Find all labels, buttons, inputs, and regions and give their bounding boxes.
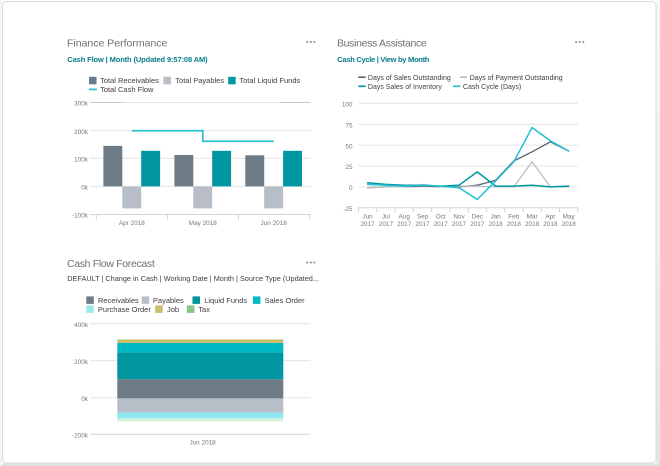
svg-text:Total Receivables: Total Receivables <box>100 76 159 85</box>
svg-text:Jul: Jul <box>382 214 390 221</box>
svg-text:100: 100 <box>342 102 353 109</box>
svg-text:Cash Flow Forecast: Cash Flow Forecast <box>67 258 155 270</box>
svg-text:Sales Order: Sales Order <box>265 296 306 305</box>
svg-text:Business Assistance: Business Assistance <box>337 38 427 50</box>
svg-text:400k: 400k <box>74 322 89 329</box>
svg-text:Oct: Oct <box>436 214 446 221</box>
svg-text:0: 0 <box>349 185 353 192</box>
svg-text:2017: 2017 <box>470 221 485 228</box>
svg-text:Receivables: Receivables <box>98 296 139 305</box>
svg-text:25: 25 <box>345 164 353 171</box>
svg-text:Days of Payment Outstanding: Days of Payment Outstanding <box>470 75 563 82</box>
svg-text:2017: 2017 <box>415 221 430 228</box>
svg-text:2018: 2018 <box>562 221 577 228</box>
svg-text:200k: 200k <box>74 359 89 366</box>
svg-text:-25: -25 <box>343 206 353 213</box>
svg-text:Total Liquid Funds: Total Liquid Funds <box>239 76 300 85</box>
svg-text:Payables: Payables <box>153 296 184 305</box>
svg-text:Tax: Tax <box>198 305 210 314</box>
svg-text:Jan: Jan <box>490 214 501 221</box>
svg-text:Jun 2018: Jun 2018 <box>189 440 216 447</box>
svg-text:Job: Job <box>167 305 179 314</box>
svg-text:Cash Cycle (Days): Cash Cycle (Days) <box>463 84 521 91</box>
svg-text:Days Sales of Inventory: Days Sales of Inventory <box>368 84 442 91</box>
svg-text:2018: 2018 <box>507 221 522 228</box>
svg-text:Finance Performance: Finance Performance <box>67 38 168 50</box>
svg-text:200k: 200k <box>74 129 89 136</box>
svg-text:Mar: Mar <box>527 214 539 221</box>
svg-text:100k: 100k <box>74 157 89 164</box>
svg-text:Feb: Feb <box>508 214 519 221</box>
svg-text:Total Payables: Total Payables <box>175 76 224 85</box>
svg-text:2017: 2017 <box>360 221 375 228</box>
svg-text:Nov: Nov <box>453 214 465 221</box>
svg-text:May: May <box>563 214 576 221</box>
svg-text:Dec: Dec <box>472 214 484 221</box>
svg-text:2017: 2017 <box>452 221 467 228</box>
svg-text:2018: 2018 <box>543 221 558 228</box>
svg-text:Cash Flow | Month (Updated 9:5: Cash Flow | Month (Updated 9:57:08 AM) <box>67 55 208 64</box>
svg-text:Aug: Aug <box>399 214 411 221</box>
svg-text:0k: 0k <box>81 396 89 403</box>
svg-text:2018: 2018 <box>525 221 540 228</box>
svg-text:-100k: -100k <box>72 213 89 220</box>
svg-text:Apr: Apr <box>545 214 556 221</box>
svg-text:Jun 2018: Jun 2018 <box>261 220 288 227</box>
svg-text:Liquid Funds: Liquid Funds <box>204 296 247 305</box>
svg-text:DEFAULT | Change in Cash | Wor: DEFAULT | Change in Cash | Working Date … <box>67 274 319 283</box>
svg-text:2017: 2017 <box>434 221 449 228</box>
svg-text:Cash Cycle | View by Month: Cash Cycle | View by Month <box>337 55 429 64</box>
svg-text:2018: 2018 <box>488 221 503 228</box>
svg-text:300k: 300k <box>74 101 89 108</box>
svg-text:Apr 2018: Apr 2018 <box>119 220 145 227</box>
svg-text:75: 75 <box>345 122 353 129</box>
svg-text:0k: 0k <box>81 185 89 192</box>
svg-text:May 2018: May 2018 <box>189 220 218 227</box>
svg-text:-200k: -200k <box>72 433 89 440</box>
svg-text:Purchase Order: Purchase Order <box>98 305 151 314</box>
svg-text:2017: 2017 <box>397 221 412 228</box>
svg-text:Total Cash Flow: Total Cash Flow <box>100 85 154 94</box>
svg-text:2017: 2017 <box>379 221 394 228</box>
svg-text:Sep: Sep <box>417 214 429 221</box>
svg-text:Jun: Jun <box>362 214 373 221</box>
svg-text:Days of Sales Outstanding: Days of Sales Outstanding <box>368 75 451 82</box>
svg-text:50: 50 <box>345 143 353 150</box>
